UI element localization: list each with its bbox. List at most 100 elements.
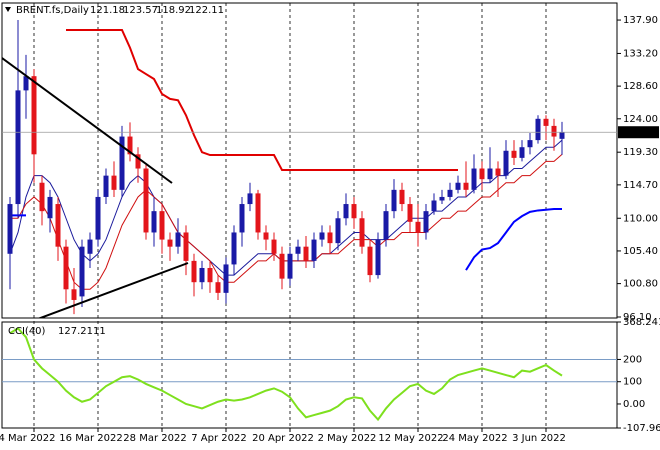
y-tick-label: 100 (623, 377, 642, 388)
y-tick-label: 200 (623, 354, 642, 365)
candle-body (487, 168, 493, 180)
current-price-box (618, 126, 659, 139)
candle-body (463, 182, 469, 190)
current-price-label: 122.11 (622, 127, 657, 138)
candle-body (191, 260, 197, 283)
candle-body (199, 267, 205, 283)
indicator-line (66, 28, 458, 171)
candle-body (207, 267, 213, 283)
candle-body (519, 147, 525, 158)
candle-body (327, 232, 333, 244)
candle-body (295, 246, 301, 254)
candle-body (111, 175, 117, 190)
candle-body (351, 204, 357, 219)
x-tick-label: 4 Mar 2022 (0, 433, 56, 444)
trend-line (2, 57, 173, 184)
candle-body (383, 211, 389, 240)
candle-body (359, 218, 365, 247)
candle-body (271, 239, 277, 254)
candle-body (335, 218, 341, 244)
candle-body (55, 204, 61, 247)
candle-body (423, 211, 429, 233)
indicator-line (10, 153, 563, 290)
candle-body (343, 204, 349, 219)
open-value: 121.18 (90, 5, 125, 16)
candle-body (479, 168, 485, 180)
candle-body (31, 76, 37, 155)
x-tick-label: 7 Apr 2022 (191, 433, 246, 444)
candle-body (319, 232, 325, 240)
candle-body (23, 76, 29, 91)
x-tick-label: 2 May 2022 (318, 433, 377, 444)
candle-body (87, 239, 93, 254)
y-tick-label: 124.00 (623, 114, 658, 125)
y-tick-label: 110.00 (623, 213, 658, 224)
candle-body (551, 125, 557, 137)
candle-body (39, 182, 45, 212)
candle-body (279, 253, 285, 279)
x-tick-label: 16 Mar 2022 (59, 433, 122, 444)
candle-body (375, 239, 381, 276)
candle-body (559, 132, 565, 139)
y-tick-label: 100.80 (623, 279, 658, 290)
candle-body (215, 282, 221, 293)
candle-body (79, 246, 85, 297)
trend-line (37, 262, 189, 318)
candle-body (103, 175, 109, 197)
candle-body (471, 168, 477, 190)
cci-panel (1, 321, 618, 429)
indicator-line (9, 326, 563, 422)
y-tick-label: 119.30 (623, 147, 658, 158)
candle-body (143, 168, 149, 233)
candle-body (407, 204, 413, 222)
y-tick-label: 368.2416 (623, 317, 660, 328)
low-value: 118.92 (156, 5, 191, 16)
candle-body (439, 196, 445, 201)
candle-body (175, 232, 181, 247)
candle-body (119, 136, 125, 190)
candle-body (7, 204, 13, 254)
candle-body (47, 196, 53, 219)
x-tick-label: 28 Mar 2022 (123, 433, 186, 444)
indicator-line (9, 139, 563, 276)
candle-body (135, 154, 141, 169)
candle-body (399, 189, 405, 205)
candle-body (15, 90, 21, 205)
y-tick-label: 105.40 (623, 246, 658, 257)
candle-body (511, 150, 517, 158)
candle-body (255, 193, 261, 233)
candle-body (167, 239, 173, 247)
y-tick-label: 137.90 (623, 15, 658, 26)
high-value: 123.57 (123, 5, 158, 16)
candle-body (159, 211, 165, 240)
y-tick-label: 0.00 (623, 399, 645, 410)
candle-body (231, 232, 237, 265)
y-tick-label: 128.60 (623, 81, 658, 92)
candle-body (263, 232, 269, 240)
candle-body (367, 246, 373, 276)
y-tick-label: 133.20 (623, 48, 658, 59)
candle-body (247, 193, 253, 205)
candle-body (391, 189, 397, 212)
cci-value: 127.2111 (58, 326, 106, 337)
candle-body (287, 253, 293, 279)
candle-body (431, 200, 437, 212)
price-panel (1, 2, 618, 319)
candle-body (503, 150, 509, 176)
candle-body (127, 136, 133, 155)
y-tick-label: 96.10 (623, 312, 652, 323)
candle-body (535, 118, 541, 141)
candle-body (311, 239, 317, 261)
candle-body (447, 189, 453, 197)
menu-icon (5, 7, 11, 12)
candle-body (63, 246, 69, 290)
candle-body (183, 232, 189, 261)
candle-body (527, 140, 533, 148)
candle-body (239, 204, 245, 233)
x-tick-label: 24 May 2022 (442, 433, 507, 444)
candle-body (303, 246, 309, 261)
x-tick-label: 20 Apr 2022 (252, 433, 314, 444)
candle-body (151, 211, 157, 233)
x-tick-label: 12 May 2022 (378, 433, 443, 444)
